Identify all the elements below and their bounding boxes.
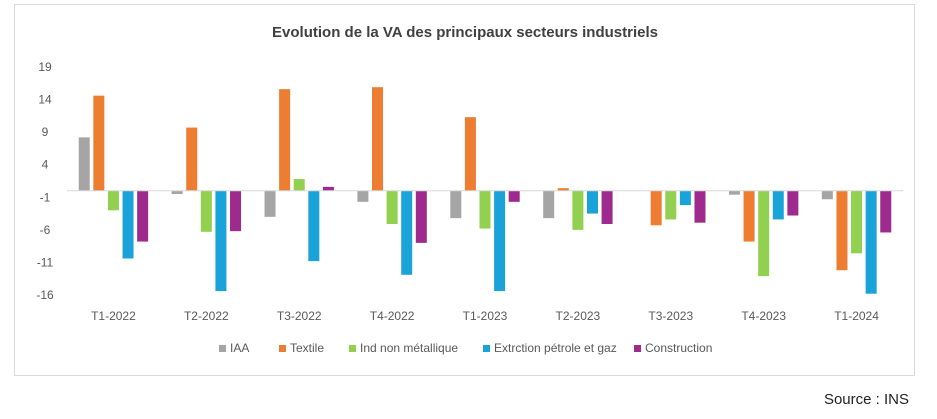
bar xyxy=(78,137,90,191)
bar xyxy=(494,190,506,292)
bar xyxy=(572,190,584,230)
bar xyxy=(308,190,320,262)
bar xyxy=(772,190,784,220)
bar xyxy=(836,190,848,271)
bar xyxy=(200,190,212,232)
bar xyxy=(230,190,242,232)
bars-group xyxy=(78,87,892,294)
x-tick-label: T1-2022 xyxy=(91,309,136,323)
bar xyxy=(464,117,476,191)
y-tick-label: -1 xyxy=(40,190,51,204)
legend-label: Textile xyxy=(290,341,324,355)
x-tick-label: T1-2023 xyxy=(463,309,508,323)
y-tick-label: 4 xyxy=(42,158,49,172)
bar xyxy=(137,190,149,242)
bar xyxy=(107,190,119,211)
x-axis: T1-2022 T2-2022 T3-2022 T4-2022 T1-2023 T2-20… xyxy=(67,190,903,323)
x-tick-label: T4-2022 xyxy=(370,309,415,323)
legend-swatch xyxy=(279,345,286,352)
x-tick-label: T2-2023 xyxy=(556,309,601,323)
x-tick-label: T3-2023 xyxy=(648,309,693,323)
y-tick-label: -6 xyxy=(40,223,51,237)
bar xyxy=(728,190,740,195)
bar xyxy=(758,190,770,277)
y-tick-label: -16 xyxy=(36,288,54,302)
x-tick-label: T3-2022 xyxy=(277,309,322,323)
bar xyxy=(293,179,305,191)
bar xyxy=(787,190,799,216)
bar xyxy=(450,190,462,219)
bar xyxy=(401,190,413,275)
bar xyxy=(264,190,276,217)
chart-title: Evolution de la VA des principaux secteu… xyxy=(272,24,658,41)
bar xyxy=(93,95,105,191)
bar xyxy=(880,190,892,233)
legend-label: Construction xyxy=(645,341,712,355)
y-tick-label: 14 xyxy=(38,93,52,107)
bar xyxy=(601,190,613,224)
chart-area: Evolution de la VA des principaux secteu… xyxy=(36,24,903,355)
legend-swatch xyxy=(483,345,490,352)
bar xyxy=(322,186,334,191)
bar xyxy=(743,190,755,242)
bar xyxy=(543,190,555,219)
legend-label: Extrction pétrole et gaz xyxy=(494,341,617,355)
bar xyxy=(586,190,598,214)
legend: IAA Textile Ind non métallique Extrction pé… xyxy=(219,341,712,355)
bar xyxy=(386,190,398,224)
x-tick-label: T2-2022 xyxy=(184,309,229,323)
bar xyxy=(679,190,691,206)
bar xyxy=(279,89,291,191)
legend-swatch xyxy=(219,345,226,352)
bar xyxy=(650,190,662,226)
bar xyxy=(665,190,677,220)
bar xyxy=(557,188,569,191)
bar xyxy=(122,190,134,259)
legend-swatch xyxy=(634,345,641,352)
legend-label: Ind non métallique xyxy=(360,341,458,355)
bar xyxy=(865,190,877,294)
bar xyxy=(171,190,183,195)
x-tick-label: T4-2023 xyxy=(741,309,786,323)
bar xyxy=(372,87,384,191)
bar xyxy=(357,190,369,202)
bar xyxy=(821,190,833,200)
bar xyxy=(508,190,520,202)
bar xyxy=(415,190,427,243)
y-tick-label: -11 xyxy=(37,255,54,269)
y-axis: 19 14 9 4 -1 -6 -11 -16 xyxy=(36,60,54,302)
legend-label: IAA xyxy=(230,341,249,355)
y-tick-label: 19 xyxy=(38,60,52,74)
legend-swatch xyxy=(349,345,356,352)
source-note: Source : INS xyxy=(823,391,909,408)
bar xyxy=(186,127,198,191)
bar xyxy=(215,190,227,292)
chart-frame: Evolution de la VA des principaux secteu… xyxy=(14,4,915,376)
y-tick-label: 9 xyxy=(42,125,49,139)
bar xyxy=(479,190,491,229)
bar xyxy=(851,190,863,254)
bar xyxy=(694,190,706,223)
x-tick-label: T1-2024 xyxy=(834,309,879,323)
